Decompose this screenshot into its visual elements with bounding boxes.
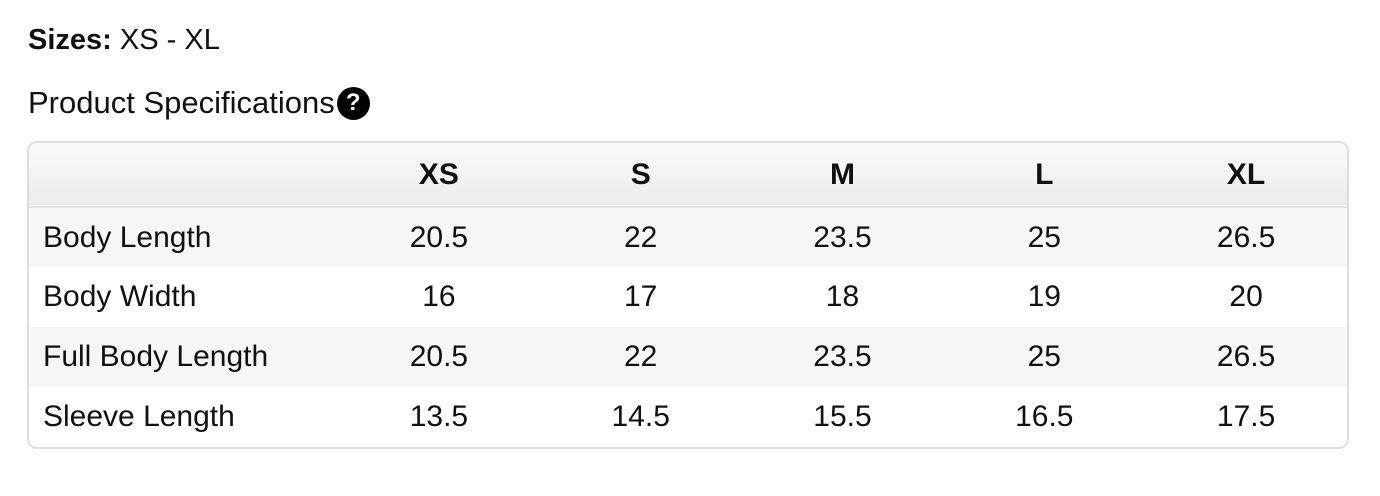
column-header-s: S: [630, 157, 651, 191]
table-row: Full Body Length 20.5 22 23.5 25 26.5: [29, 327, 1347, 387]
specs-title: Product Specifications: [28, 85, 335, 120]
table-cell: 15.5: [813, 400, 872, 433]
question-circle-icon[interactable]: ?: [336, 86, 370, 120]
table-cell: 26.5: [1216, 340, 1276, 373]
row-label: Full Body Length: [43, 340, 269, 373]
header-empty: [29, 143, 338, 207]
table-cell: 23.5: [813, 340, 872, 373]
row-label: Body Length: [43, 220, 212, 254]
table-cell: 18: [825, 280, 860, 313]
table-cell: 19: [1027, 280, 1061, 313]
row-label: Sleeve Length: [43, 400, 235, 433]
sizes-label: Sizes:: [28, 24, 112, 56]
table-cell: 17: [624, 280, 658, 313]
column-header-m: M: [829, 157, 855, 191]
column-header-xs: XS: [418, 157, 459, 191]
column-header-l: L: [1035, 157, 1054, 191]
table-cell: 20.5: [409, 220, 469, 254]
table-cell: 22: [624, 340, 658, 373]
table-row: Sleeve Length 13.5 14.5 15.5 16.5 17.5: [29, 387, 1347, 447]
table-header-row: XS S M L XL: [29, 143, 1347, 207]
table-cell: 17.5: [1216, 400, 1276, 433]
table-cell: 16.5: [1015, 400, 1074, 433]
table-cell: 22: [624, 220, 658, 254]
table-cell: 25: [1027, 340, 1061, 373]
table-cell: 14.5: [611, 400, 670, 433]
sizes-line: Sizes: XS - XL: [28, 20, 220, 60]
size-chart-table: XS S M L XL Body Length 20.5 22 23.5 25 26.5 Body …: [27, 141, 1349, 449]
table-cell: 16: [422, 280, 456, 313]
sizes-value: XS - XL: [119, 24, 220, 56]
table-row: Body Length 20.5 22 23.5 25 26.5: [29, 207, 1347, 267]
table-cell: 23.5: [813, 220, 872, 254]
table-row: Body Width 16 17 18 19 20: [29, 267, 1347, 327]
table-cell: 13.5: [409, 400, 469, 433]
table-cell: 20: [1229, 280, 1263, 313]
row-label: Body Width: [43, 280, 197, 313]
table-cell: 20.5: [409, 340, 469, 373]
table-cell: 26.5: [1216, 220, 1276, 254]
table-cell: 25: [1027, 220, 1061, 254]
product-specifications-heading: Product Specifications ?: [28, 82, 370, 124]
column-header-xl: XL: [1226, 157, 1266, 191]
